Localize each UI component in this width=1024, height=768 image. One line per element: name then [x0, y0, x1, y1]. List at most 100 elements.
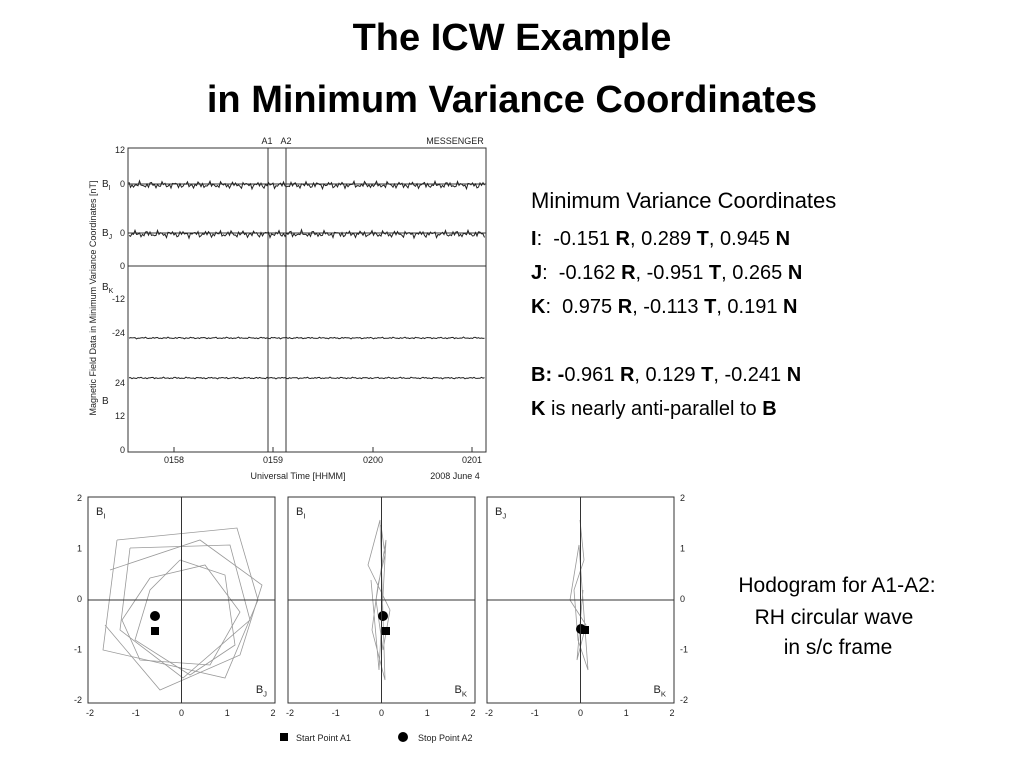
start-point [581, 626, 589, 634]
coords-line: K is nearly anti-parallel to B [531, 398, 777, 420]
symbol-sub: J [263, 689, 267, 698]
coords-run: , -0.241 [713, 364, 786, 386]
axis-symbol: BK [102, 282, 114, 295]
y-tick-label: 12 [115, 411, 125, 421]
y-tick-label: -1 [74, 645, 82, 655]
coords-line: J: -0.162 R, -0.951 T, 0.265 N [531, 262, 802, 284]
symbol-sub: K [109, 288, 114, 295]
x-tick-label: 0158 [164, 455, 184, 465]
spacecraft-label: MESSENGER [426, 136, 484, 146]
symbol-main: B [102, 179, 109, 190]
y-tick-label: -2 [680, 695, 688, 705]
waveform [128, 336, 485, 340]
x-tick-label: 0159 [263, 455, 283, 465]
coords-run: N [776, 228, 790, 250]
y-tick-label: 12 [115, 145, 125, 155]
coords-run: , 0.945 [709, 228, 776, 250]
x-tick-label: 0 [179, 708, 184, 718]
axis-symbol: BI [102, 179, 111, 192]
x-tick-label: 0201 [462, 455, 482, 465]
y-tick-label: 0 [120, 179, 125, 189]
hodogram-trace [102, 527, 259, 679]
time-series-figure [127, 147, 487, 453]
coords-line: B: -0.961 R, 0.129 T, -0.241 N [531, 364, 801, 386]
coords-run: : -0.162 [542, 262, 621, 284]
coords-run: R [616, 228, 631, 250]
symbol-sub: K [661, 689, 667, 698]
x-tick-label: -1 [132, 708, 140, 718]
title-line: The ICW Example [353, 17, 672, 59]
symbol-main: B [102, 282, 109, 293]
title-line: in Minimum Variance Coordinates [207, 79, 817, 121]
legend-label: Stop Point A2 [418, 733, 473, 743]
start-point [151, 627, 159, 635]
x-axis-label: Universal Time [HHMM] [250, 471, 345, 481]
x-tick-label: 0200 [363, 455, 383, 465]
hodogram-trace [121, 564, 241, 666]
coords-run: B [762, 398, 776, 420]
coords-run: N [788, 262, 802, 284]
symbol-main: B [96, 506, 103, 518]
x-tick-label: 1 [225, 708, 230, 718]
start-point [382, 627, 390, 635]
x-tick-label: 2 [270, 708, 275, 718]
y-tick-label: -2 [74, 695, 82, 705]
axis-symbol: BK [455, 684, 468, 698]
symbol-main: B [455, 684, 462, 696]
y-tick-label: 0 [77, 594, 82, 604]
coords-run: B: - [531, 364, 564, 386]
coords-line: K: 0.975 R, -0.113 T, 0.191 N [531, 296, 797, 318]
x-tick-label: 0 [578, 708, 583, 718]
symbol-main: B [102, 396, 109, 407]
y-tick-label: 1 [77, 544, 82, 554]
y-tick-label: 2 [77, 493, 82, 503]
waveform [128, 228, 485, 240]
stop-point [378, 611, 388, 621]
coords-run: , 0.129 [634, 364, 701, 386]
coords-run: , -0.113 [632, 296, 704, 318]
axis-symbol: BI [96, 506, 105, 520]
y-tick-label: 1 [680, 544, 685, 554]
coords-run: N [787, 364, 801, 386]
coords-run: N [783, 296, 797, 318]
x-tick-label: 1 [624, 708, 629, 718]
symbol-main: B [654, 684, 661, 696]
coords-run: 0.961 [564, 364, 620, 386]
coords-run: T [704, 296, 716, 318]
waveform [128, 376, 485, 380]
y-tick-label: 0 [120, 445, 125, 455]
y-tick-label: 0 [120, 261, 125, 271]
x-tick-label: -2 [86, 708, 94, 718]
coords-line: I: -0.151 R, 0.289 T, 0.945 N [531, 228, 790, 250]
caption-line: RH circular wave [755, 606, 914, 629]
caption-line: in s/c frame [784, 636, 893, 659]
y-tick-label: 0 [680, 594, 685, 604]
coords-run: , 0.265 [721, 262, 788, 284]
waveform [128, 179, 485, 191]
legend-square [280, 733, 288, 741]
coords-run: , -0.951 [636, 262, 709, 284]
y-tick-label: -24 [112, 328, 125, 338]
traces [128, 179, 485, 380]
legend-label: Start Point A1 [296, 733, 351, 743]
coords-run: , 0.191 [716, 296, 783, 318]
x-tick-label: 2 [669, 708, 674, 718]
axis-symbol: BK [654, 684, 667, 698]
x-tick-label: 1 [425, 708, 430, 718]
symbol-main: B [102, 228, 109, 239]
x-tick-label: 0 [379, 708, 384, 718]
symbol-sub: I [109, 185, 111, 192]
symbol-main: B [495, 506, 502, 518]
y-tick-label: 2 [680, 493, 685, 503]
x-tick-label: -1 [332, 708, 340, 718]
hodogram-trace [569, 519, 589, 671]
coords-run: T [701, 364, 713, 386]
coords-run: K [531, 296, 546, 318]
y-axis-label: Magnetic Field Data in Minimum Variance … [88, 181, 98, 416]
coords-run: : 0.975 [545, 296, 617, 318]
x-tick-label: -2 [286, 708, 294, 718]
caption-line: Hodogram for A1-A2: [738, 574, 935, 597]
hodogram-trace [134, 559, 236, 676]
